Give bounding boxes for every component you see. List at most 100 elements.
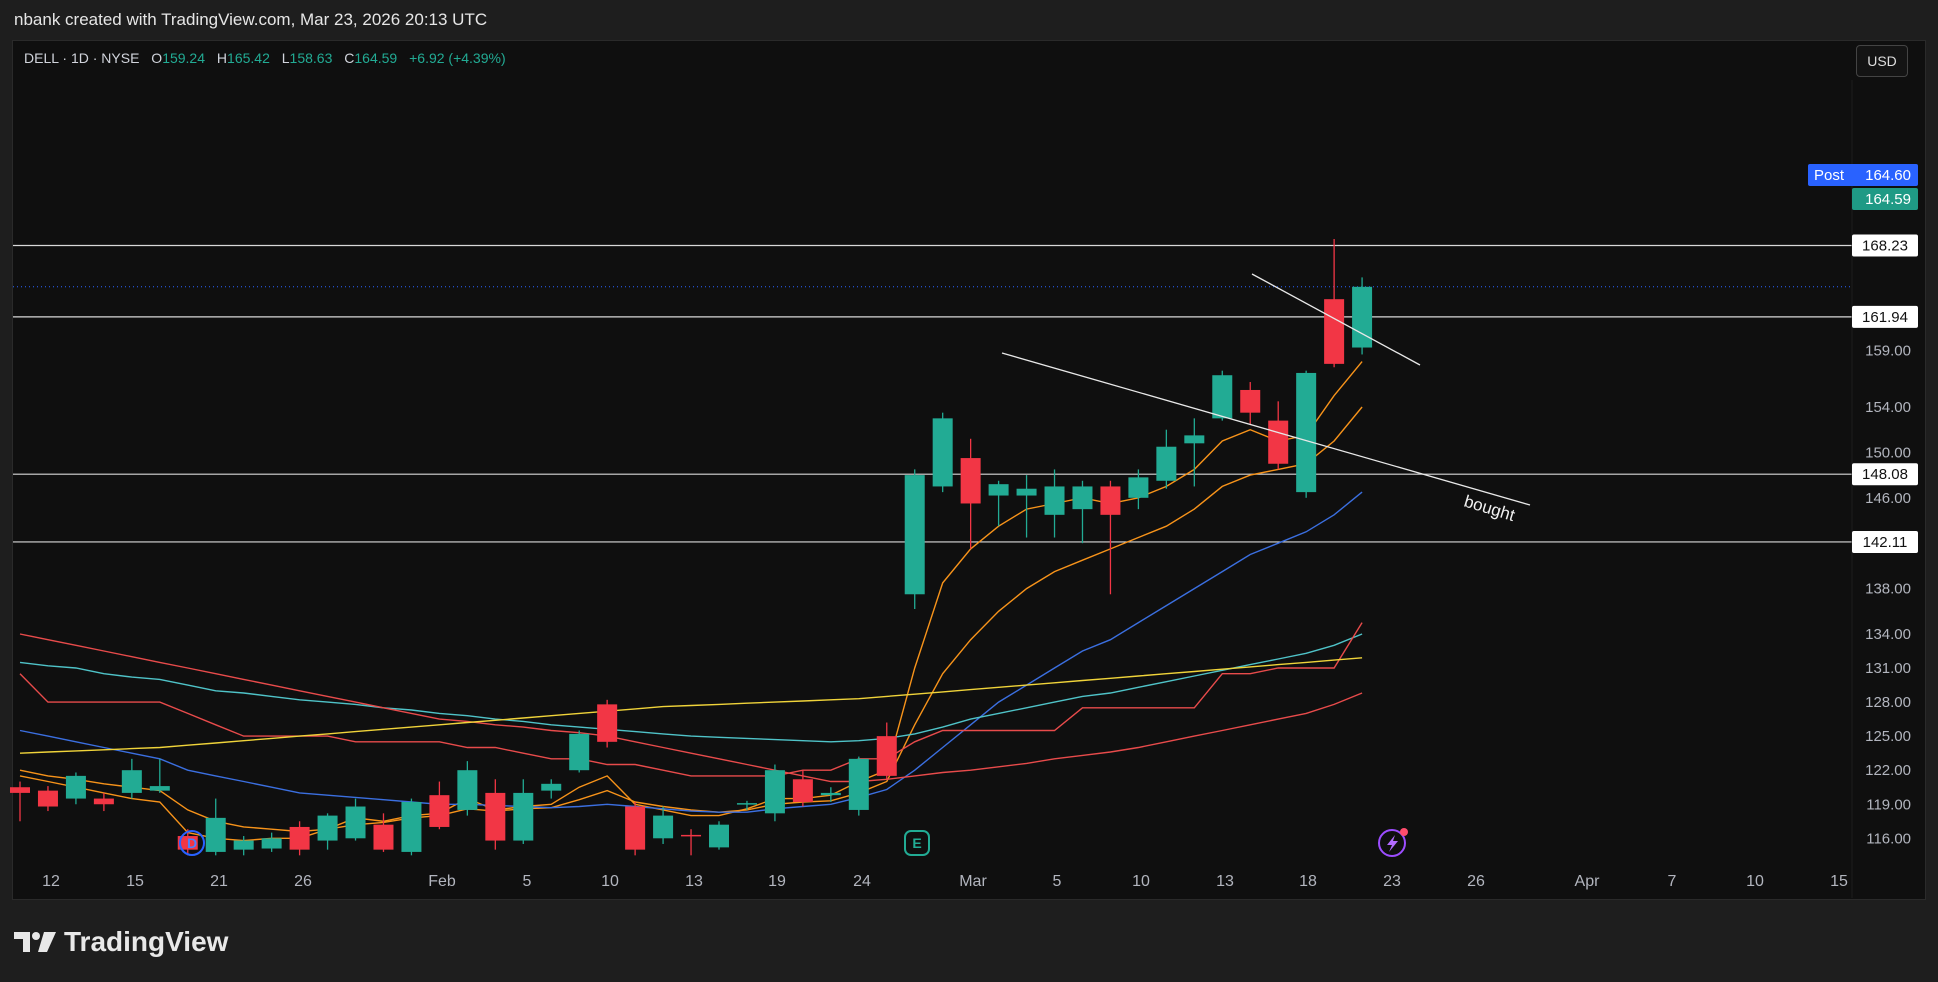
- candle-up[interactable]: [1184, 418, 1205, 487]
- candle-down[interactable]: [93, 792, 114, 812]
- candle-up[interactable]: [1156, 429, 1177, 489]
- candle-body: [625, 806, 646, 850]
- candle-body: [429, 795, 450, 827]
- candle-down[interactable]: [681, 829, 702, 856]
- candle-up[interactable]: [457, 761, 478, 816]
- candle-up[interactable]: [317, 813, 338, 850]
- flash-bolt-icon: [1387, 835, 1398, 852]
- annotation-bought-label[interactable]: bought: [1462, 492, 1518, 525]
- candle-up[interactable]: [904, 469, 925, 610]
- candle-up[interactable]: [932, 412, 953, 493]
- candle-up[interactable]: [205, 798, 226, 856]
- candle-up[interactable]: [988, 480, 1009, 527]
- candle-down[interactable]: [960, 438, 981, 549]
- candle-down[interactable]: [1268, 401, 1289, 470]
- candle-body: [1044, 486, 1065, 515]
- candle-up[interactable]: [848, 756, 869, 816]
- candle-body: [541, 783, 562, 791]
- chart-credit-text: nbank created with TradingView.com, Mar …: [14, 10, 488, 29]
- currency-button[interactable]: USD: [1856, 45, 1908, 77]
- price-level-tag[interactable]: 168.23: [1852, 234, 1918, 257]
- candle-up[interactable]: [764, 764, 785, 822]
- candle-down[interactable]: [625, 801, 646, 856]
- candle-up[interactable]: [541, 779, 562, 799]
- candle-down[interactable]: [37, 786, 58, 812]
- candle-up[interactable]: [65, 772, 86, 805]
- candle-up[interactable]: [1072, 480, 1093, 544]
- candle-down[interactable]: [289, 821, 310, 856]
- candle-body: [820, 792, 841, 796]
- x-tick-label: 24: [853, 873, 871, 890]
- x-tick-label: 15: [1830, 873, 1848, 890]
- candle-down[interactable]: [597, 699, 618, 748]
- legend-symbol[interactable]: DELL · 1D · NYSE: [24, 50, 140, 66]
- candle-down[interactable]: [1240, 382, 1261, 425]
- candle-up[interactable]: [1212, 370, 1233, 421]
- candle-up[interactable]: [233, 836, 254, 856]
- post-market-tag-price: 164.60: [1865, 167, 1911, 184]
- candle-body: [289, 826, 310, 850]
- candle-up[interactable]: [736, 800, 757, 810]
- candle-up[interactable]: [569, 730, 590, 773]
- candle-down[interactable]: [177, 829, 198, 856]
- candle-down[interactable]: [1100, 480, 1121, 595]
- candle-down[interactable]: [10, 781, 30, 822]
- event-marker-earnings[interactable]: E: [904, 830, 930, 856]
- candle-body: [736, 803, 757, 805]
- price-level-tag-text: 161.94: [1862, 309, 1908, 326]
- candle-up[interactable]: [401, 798, 422, 856]
- candle-down[interactable]: [876, 722, 897, 780]
- candle-body: [569, 733, 590, 771]
- price-level-tag[interactable]: 161.94: [1852, 305, 1918, 328]
- candle-body: [904, 475, 925, 595]
- legend-low-label: L: [281, 50, 290, 66]
- candle-down[interactable]: [1324, 239, 1345, 368]
- price-level-tag[interactable]: 148.08: [1852, 463, 1918, 486]
- moving-average-line: [19, 491, 1363, 813]
- dividend-circle-icon: [179, 830, 205, 856]
- candle-down[interactable]: [485, 779, 506, 850]
- candle-up[interactable]: [1128, 469, 1149, 510]
- candle-up[interactable]: [513, 779, 534, 844]
- candle-up[interactable]: [820, 787, 841, 802]
- candle-up[interactable]: [1044, 469, 1065, 538]
- legend-high-label: H: [216, 50, 228, 66]
- candle-up[interactable]: [149, 758, 170, 793]
- candle-down[interactable]: [429, 781, 450, 830]
- candle-up[interactable]: [261, 832, 282, 852]
- candle-body: [1128, 477, 1149, 498]
- post-market-tag: Post 164.60: [1808, 164, 1918, 186]
- moving-average-line: [19, 361, 1363, 842]
- candle-up[interactable]: [1016, 475, 1037, 538]
- candle-up[interactable]: [653, 806, 674, 844]
- x-tick-label: 23: [1383, 873, 1401, 890]
- y-tick-label: 119.00: [1866, 796, 1911, 813]
- price-level-tag[interactable]: 142.11: [1852, 530, 1918, 553]
- y-tick-label: 138.00: [1865, 581, 1911, 598]
- candle-body: [597, 704, 618, 742]
- candle-body: [205, 817, 226, 852]
- price-level-tag-text: 168.23: [1862, 237, 1908, 254]
- candle-body: [1016, 488, 1037, 496]
- trendline-support[interactable]: [1001, 352, 1531, 506]
- candle-up[interactable]: [709, 821, 729, 850]
- candle-body: [10, 787, 30, 793]
- candle-up[interactable]: [121, 758, 142, 799]
- tradingview-brand[interactable]: TradingView: [14, 922, 228, 962]
- candle-up[interactable]: [345, 798, 366, 841]
- moving-average-line: [19, 406, 1363, 833]
- candle-body: [65, 775, 86, 799]
- y-tick-label: 128.00: [1865, 694, 1911, 711]
- candle-up[interactable]: [1296, 370, 1317, 498]
- legend-open-value: 159.24: [162, 50, 206, 66]
- y-tick-label: 116.00: [1866, 830, 1911, 847]
- trendline-resistance[interactable]: [1251, 273, 1421, 366]
- x-tick-label: 12: [42, 873, 60, 890]
- candle-up[interactable]: [1352, 277, 1373, 355]
- candle-down[interactable]: [792, 770, 813, 807]
- candle-down[interactable]: [373, 813, 394, 852]
- candle-body: [485, 792, 506, 841]
- event-marker-dividend[interactable]: D: [179, 830, 205, 856]
- event-marker-flash-icon[interactable]: [1378, 828, 1408, 857]
